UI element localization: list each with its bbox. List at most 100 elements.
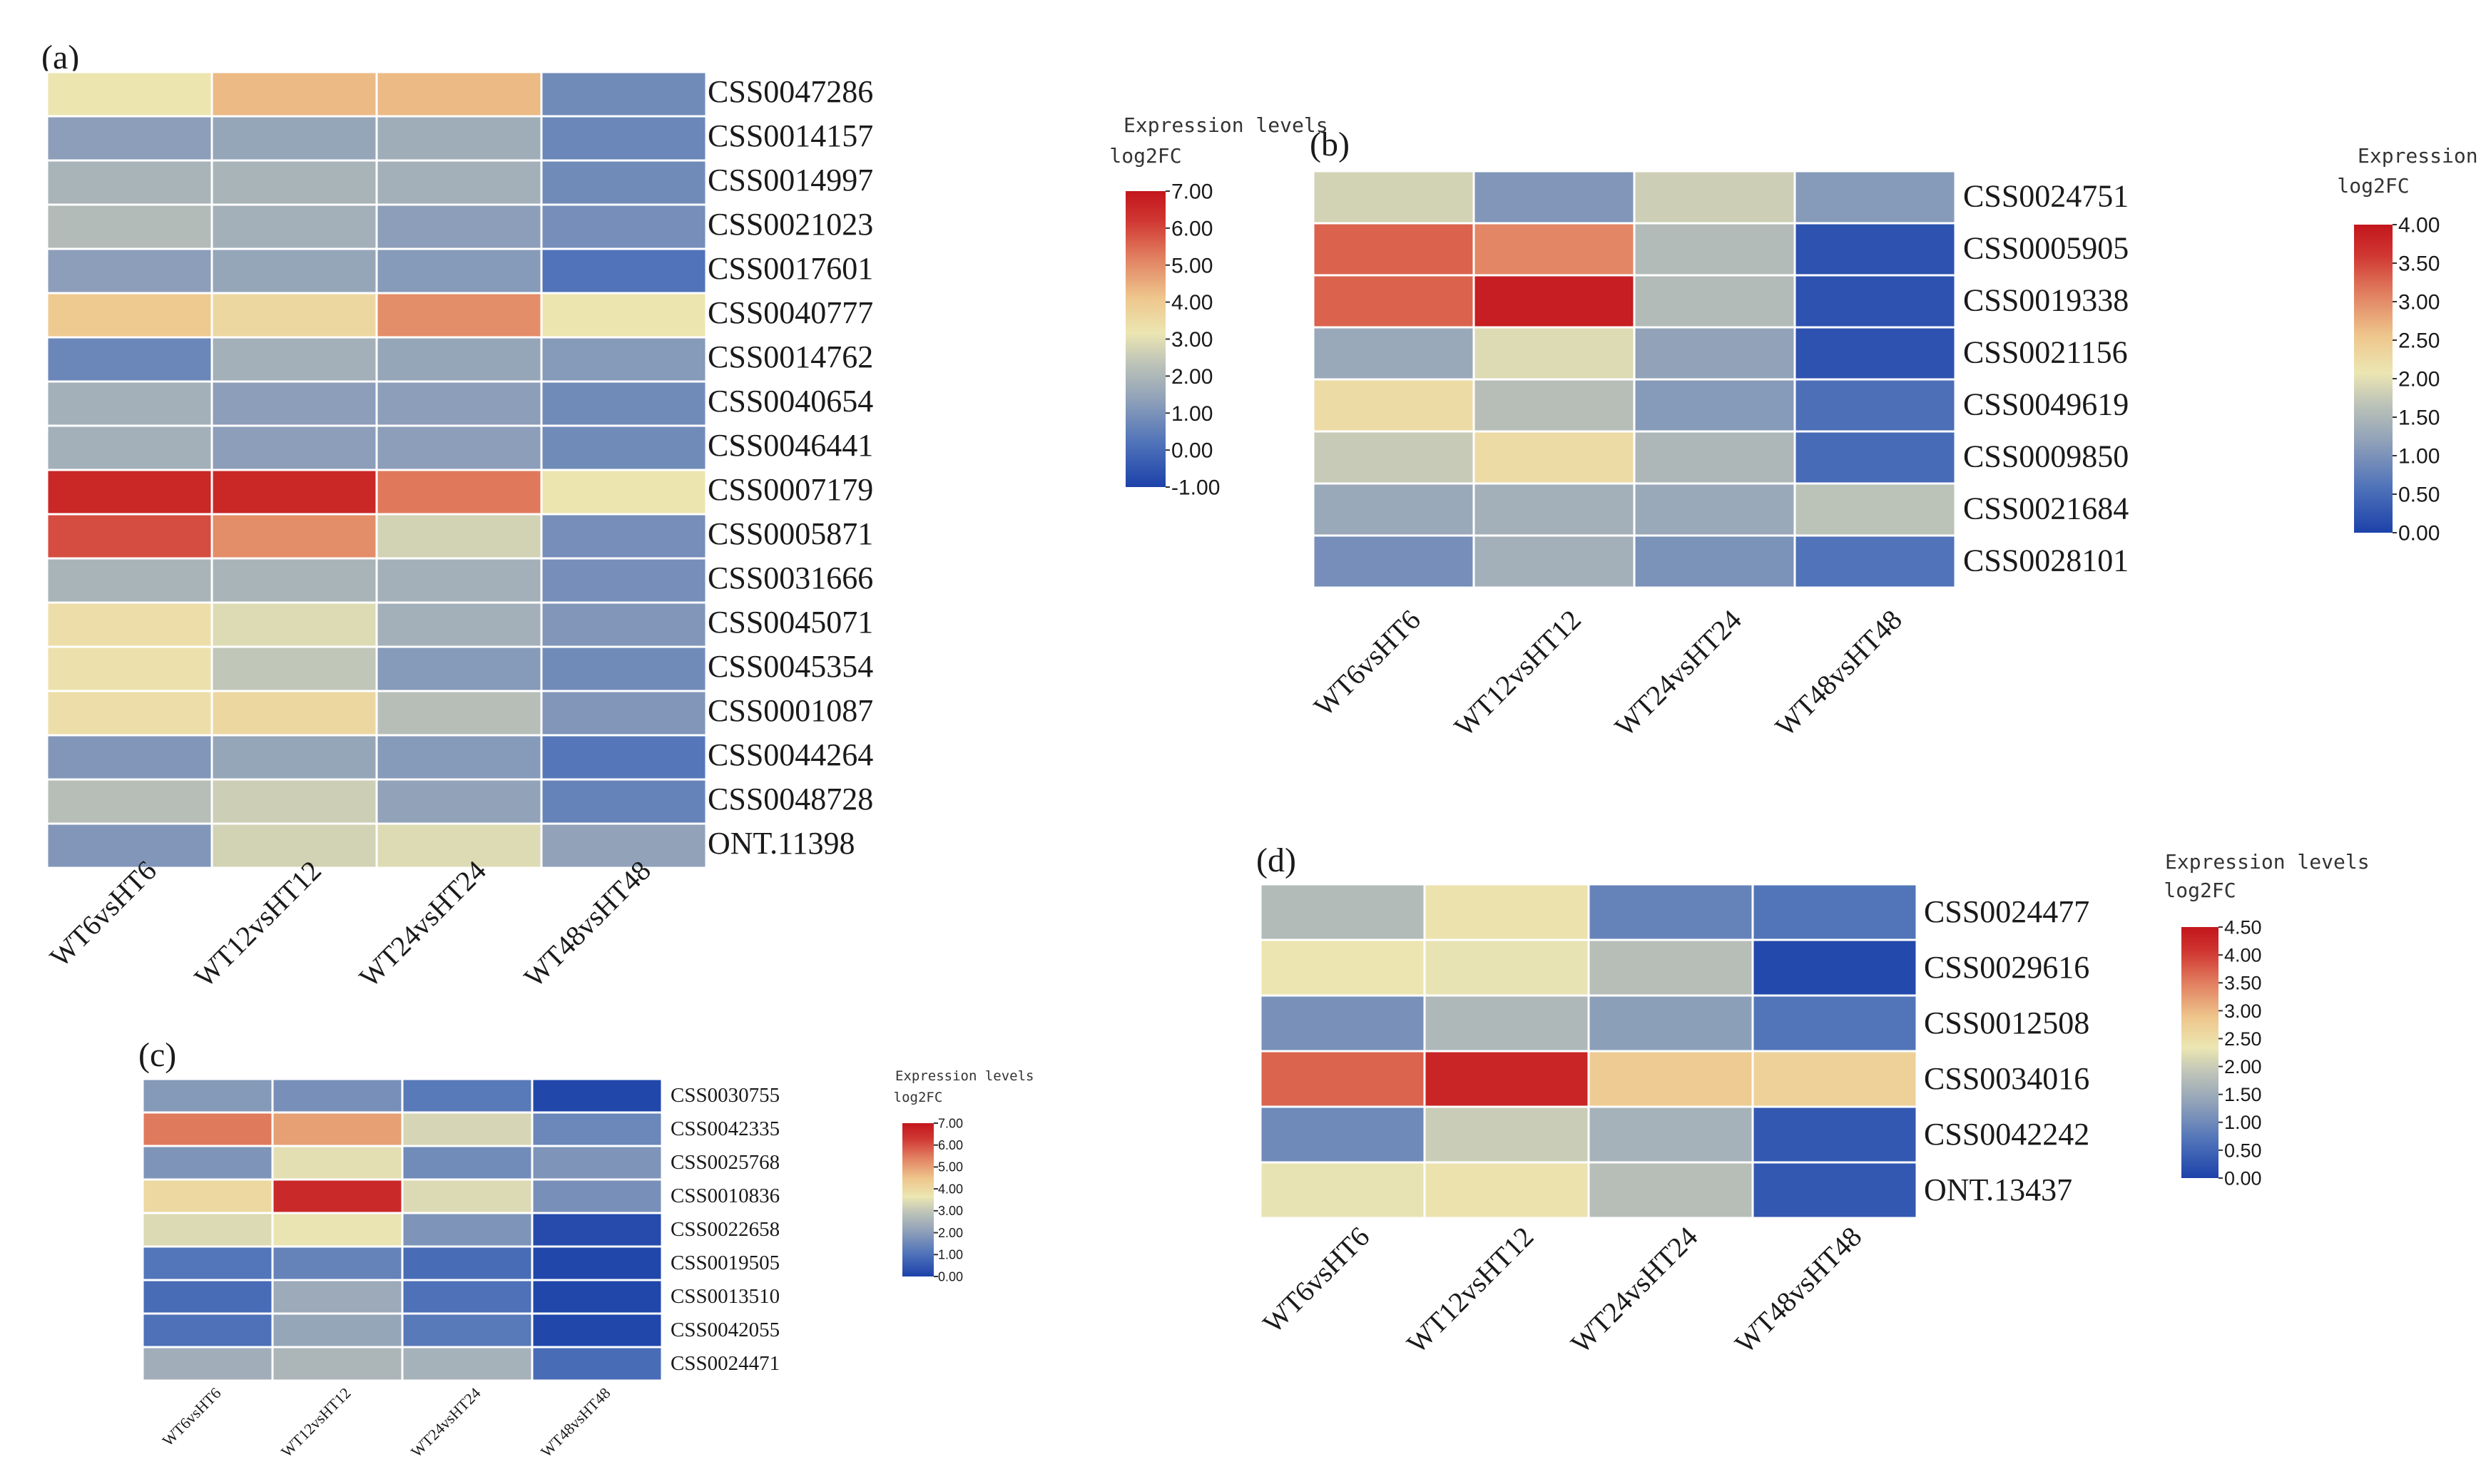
colorbar-subtitle: log2FC bbox=[1109, 144, 1181, 168]
heatmap-cell bbox=[531, 1212, 663, 1248]
heatmap-cell bbox=[271, 1078, 404, 1114]
row-label: CSS0040777 bbox=[708, 295, 873, 330]
heatmap-cell bbox=[531, 1078, 663, 1114]
colorbar-tick-label: 0.00 bbox=[1171, 439, 1213, 463]
heatmap-cell bbox=[210, 734, 378, 781]
heatmap-cell bbox=[1423, 1105, 1590, 1164]
heatmap-cell bbox=[1423, 1161, 1590, 1219]
colorbar-title: Expression levels bbox=[1124, 113, 1328, 137]
row-label: CSS0014997 bbox=[708, 163, 873, 198]
row-label: CSS0021156 bbox=[1963, 335, 2128, 370]
heatmap-cell bbox=[141, 1145, 274, 1181]
heatmap-cell bbox=[271, 1279, 404, 1315]
heatmap-cell bbox=[540, 336, 708, 383]
heatmap-cell bbox=[1587, 938, 1754, 997]
heatmap-cell bbox=[46, 557, 213, 604]
heatmap-cell bbox=[1793, 534, 1957, 589]
column-label: WT48vsHT48 bbox=[518, 854, 657, 993]
heatmap-cell bbox=[1312, 274, 1475, 329]
row-label: CSS0007179 bbox=[708, 472, 873, 507]
panel-label: (d) bbox=[1256, 841, 1296, 879]
heatmap-cell bbox=[1312, 430, 1475, 485]
colorbar-tick-label: 7.00 bbox=[1171, 180, 1213, 204]
heatmap-cell bbox=[1793, 430, 1957, 485]
heatmap-cell bbox=[46, 690, 213, 737]
colorbar bbox=[2181, 927, 2218, 1178]
heatmap-cell bbox=[271, 1312, 404, 1349]
colorbar-tick-label: 4.00 bbox=[2224, 945, 2262, 966]
heatmap-cell bbox=[540, 513, 708, 560]
heatmap-cell bbox=[1587, 1161, 1754, 1219]
row-label: CSS0024471 bbox=[671, 1352, 780, 1375]
heatmap-cell bbox=[141, 1178, 274, 1214]
row-label: CSS0013510 bbox=[671, 1285, 780, 1308]
heatmap-cell bbox=[375, 822, 543, 869]
column-label: WT24vsHT24 bbox=[1609, 603, 1748, 742]
colorbar-tick-label: 0.50 bbox=[2398, 483, 2440, 507]
heatmap-cell bbox=[1793, 482, 1957, 537]
colorbar-tick-label: 1.00 bbox=[2224, 1112, 2262, 1133]
heatmap-cell bbox=[401, 1111, 534, 1147]
row-label: CSS0001087 bbox=[708, 693, 873, 728]
heatmap-panel-d: (d) CSS0024477 CSS0029616 CSS0012508 CSS0034… bbox=[1256, 841, 2370, 1359]
row-label: CSS0042335 bbox=[671, 1117, 780, 1140]
heatmap-cell bbox=[141, 1078, 274, 1114]
column-label: WT12vsHT12 bbox=[1448, 603, 1587, 742]
heatmap-cell bbox=[46, 645, 213, 692]
row-label: CSS0021684 bbox=[1963, 491, 2129, 526]
heatmap-cell bbox=[540, 469, 708, 516]
heatmap-cell bbox=[1312, 326, 1475, 381]
heatmap-cell bbox=[375, 115, 543, 162]
heatmap-cell bbox=[210, 336, 378, 383]
colorbar-title: Expression levels bbox=[2358, 144, 2481, 168]
heatmap-cell bbox=[1793, 378, 1957, 433]
heatmap-cell bbox=[1259, 938, 1426, 997]
row-label: CSS0044264 bbox=[708, 737, 873, 772]
heatmap-cell bbox=[1751, 883, 1918, 941]
heatmap-cell bbox=[210, 71, 378, 118]
heatmap-cell bbox=[531, 1178, 663, 1214]
colorbar-tick-label: 0.00 bbox=[938, 1269, 963, 1284]
colorbar-tick-label: 2.00 bbox=[938, 1226, 963, 1240]
heatmap-cell bbox=[401, 1078, 534, 1114]
row-label: CSS0048728 bbox=[708, 782, 873, 817]
column-label: WT6vsHT6 bbox=[1256, 1220, 1375, 1339]
heatmap-cell bbox=[1472, 482, 1636, 537]
heatmap-cell bbox=[540, 734, 708, 781]
heatmap-cell bbox=[1472, 170, 1636, 225]
colorbar-tick-label: 1.50 bbox=[2398, 406, 2440, 430]
heatmap-cell bbox=[210, 115, 378, 162]
heatmap-cell bbox=[46, 159, 213, 206]
heatmap-cell bbox=[1633, 482, 1796, 537]
heatmap-cell bbox=[141, 1312, 274, 1349]
heatmap-cell bbox=[46, 71, 213, 118]
row-label: ONT.13437 bbox=[1924, 1172, 2072, 1207]
heatmap-cell bbox=[375, 159, 543, 206]
heatmap-cell bbox=[210, 822, 378, 869]
heatmap-cell bbox=[271, 1245, 404, 1281]
heatmap-cell bbox=[210, 203, 378, 250]
column-label: WT6vsHT6 bbox=[1308, 603, 1427, 722]
heatmap-cell bbox=[1259, 1105, 1426, 1164]
heatmap-cell bbox=[210, 778, 378, 825]
heatmap-cell bbox=[1633, 170, 1796, 225]
heatmap-cell bbox=[540, 690, 708, 737]
heatmap-cell bbox=[141, 1111, 274, 1147]
heatmap-cell bbox=[375, 778, 543, 825]
heatmap-cell bbox=[375, 601, 543, 648]
panel-label: (c) bbox=[138, 1036, 176, 1074]
heatmap-cell bbox=[1587, 1050, 1754, 1108]
row-label: CSS0034016 bbox=[1924, 1061, 2089, 1096]
heatmap-cell bbox=[1633, 222, 1796, 277]
heatmap-cell bbox=[46, 336, 213, 383]
colorbar-tick-label: 3.50 bbox=[2398, 252, 2440, 276]
colorbar-tick-label: 3.00 bbox=[2224, 1001, 2262, 1022]
row-label: CSS0024751 bbox=[1963, 179, 2129, 214]
heatmap-cell bbox=[375, 645, 543, 692]
row-label: CSS0021023 bbox=[708, 207, 873, 242]
heatmap-cell bbox=[375, 247, 543, 295]
heatmap-cell bbox=[46, 778, 213, 825]
column-label: WT24vsHT24 bbox=[407, 1384, 484, 1461]
heatmap-cell bbox=[271, 1346, 404, 1382]
